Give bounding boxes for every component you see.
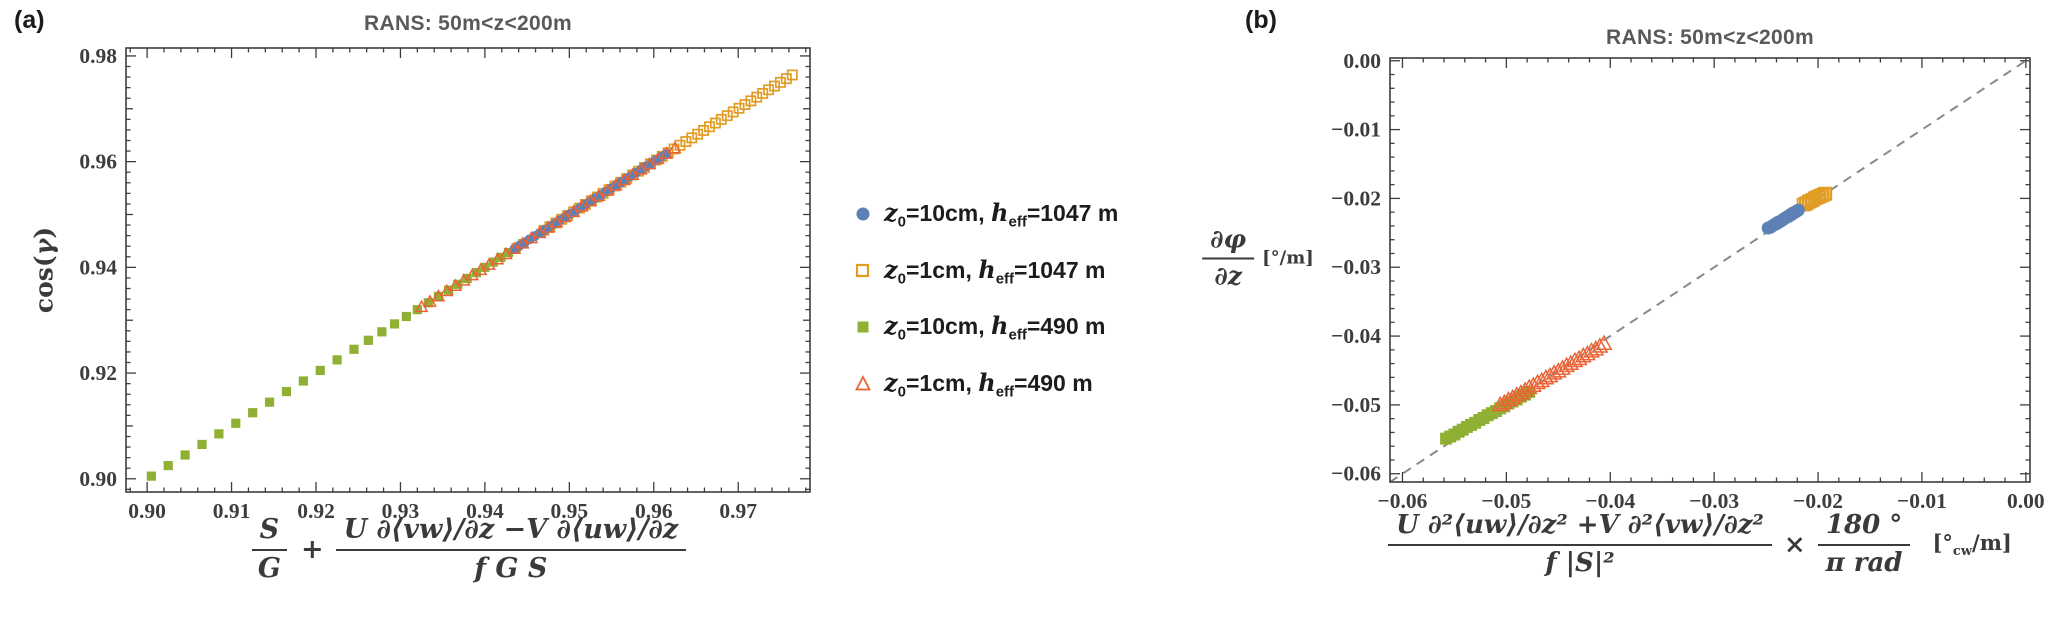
times-operator: × [1783,529,1806,560]
panel-b-title: RANS: 50m<z<200m [1606,26,1814,49]
panel-b-plot: −0.06 −0.05 −0.04 −0.03 −0.02 −0.01 0.00 −0.06 −… [1331,49,2045,513]
svg-text:0.94: 0.94 [79,255,117,279]
filled-square-marker-icon [857,321,869,333]
panel-a-plot: 0.90 0.91 0.92 0.93 0.94 0.95 0.96 0.97 0.90 0.92… [79,44,811,523]
svg-text:−0.01: −0.01 [1897,489,1947,513]
legend-label: z0=10cm, heff=1047 m [884,198,1119,231]
legend-label: z0=10cm, heff=490 m [884,311,1106,344]
svg-text:0.90: 0.90 [128,499,166,523]
legend-item-z10-h490: z0=10cm, heff=490 m [852,311,1118,344]
close-paren: ) [29,226,59,239]
panel-a-yaxis-label: cos(γ) [30,227,59,313]
svg-text:−0.01: −0.01 [1331,118,1381,142]
svg-text:0.00: 0.00 [2007,489,2045,513]
open-triangle-marker-icon [855,375,871,391]
svg-text:−0.06: −0.06 [1378,489,1428,513]
svg-text:0.92: 0.92 [79,361,117,385]
svg-text:−0.05: −0.05 [1331,393,1381,417]
svg-text:−0.02: −0.02 [1331,186,1381,210]
panel-b-tag: (b) [1245,6,1277,34]
svg-text:−0.04: −0.04 [1331,324,1381,348]
svg-text:0.91: 0.91 [213,499,251,523]
legend-item-z10-h1047: z0=10cm, heff=1047 m [852,198,1118,231]
svg-text:−0.03: −0.03 [1331,255,1381,279]
svg-text:−0.04: −0.04 [1585,489,1635,513]
open-square-marker-icon [855,263,870,277]
legend-label: z0=1cm, heff=490 m [884,367,1093,401]
deg-conversion-fraction: 180 ° π rad [1817,510,1911,579]
svg-text:0.98: 0.98 [79,44,117,68]
panel-a-title: RANS: 50m<z<200m [364,12,572,35]
panel-a-tag: (a) [14,6,45,34]
svg-text:0.90: 0.90 [79,467,117,491]
panel-b-yaxis-label: ∂φ ∂z [°/m] [1202,225,1314,292]
svg-text:−0.05: −0.05 [1481,489,1531,513]
cos-text: cos( [29,255,59,314]
legend-item-z1-h490: z0=1cm, heff=490 m [852,367,1118,401]
svg-text:0.96: 0.96 [635,499,673,523]
curvature-fraction: U ∂²⟨uw⟩/∂z² +V ∂²⟨vw⟩/∂z² f |S|² [1388,510,1772,579]
stress-gradient-fraction: U ∂⟨vw⟩/∂z −V ∂⟨uw⟩/∂z f G S [335,514,687,586]
svg-text:0.97: 0.97 [719,499,757,523]
svg-text:−0.03: −0.03 [1689,489,1739,513]
svg-text:−0.06: −0.06 [1331,462,1381,486]
dphi-dz-fraction: ∂φ ∂z [1202,225,1255,292]
gamma-symbol: γ [29,238,59,256]
s-over-g-fraction: S G [250,514,289,586]
panel-a-xaxis-label: S G + U ∂⟨vw⟩/∂z −V ∂⟨uw⟩/∂z f G S [126,514,810,586]
deg-cw-per-m-unit: [°cw/m] [1932,530,2012,560]
legend: z0=10cm, heff=1047 m z0=1cm, heff=1047 m… [852,198,1118,400]
panel-b-xaxis-label: U ∂²⟨uw⟩/∂z² +V ∂²⟨vw⟩/∂z² f |S|² × 180 … [1330,510,2067,579]
svg-text:0.93: 0.93 [382,499,420,523]
svg-text:0.96: 0.96 [79,150,117,174]
svg-text:0.95: 0.95 [551,499,589,523]
legend-item-z1-h1047: z0=1cm, heff=1047 m [852,254,1118,288]
svg-text:−0.02: −0.02 [1793,489,1843,513]
legend-label: z0=1cm, heff=1047 m [884,254,1106,288]
deg-per-m-unit: [°/m] [1262,247,1314,269]
svg-text:0.94: 0.94 [466,499,504,523]
svg-text:0.00: 0.00 [1343,49,1381,73]
filled-circle-marker-icon [856,207,870,221]
plus-operator: + [300,534,324,566]
svg-text:0.92: 0.92 [297,499,335,523]
